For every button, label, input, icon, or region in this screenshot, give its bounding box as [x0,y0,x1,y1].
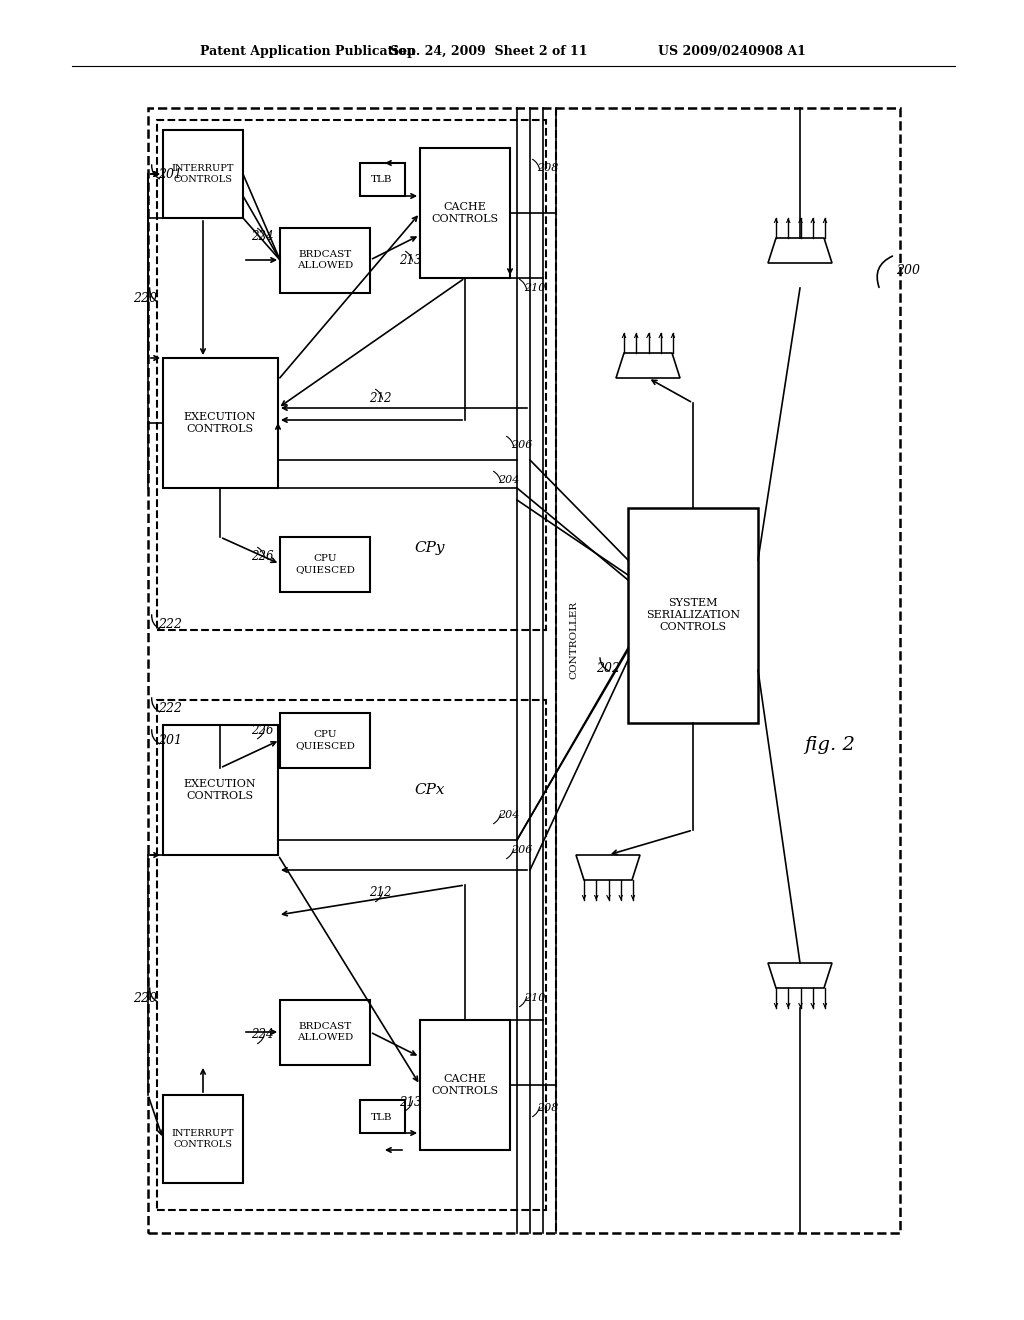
Text: Sep. 24, 2009  Sheet 2 of 11: Sep. 24, 2009 Sheet 2 of 11 [390,45,588,58]
Text: 201: 201 [158,169,182,181]
Text: INTERRUPT
CONTROLS: INTERRUPT CONTROLS [172,164,234,183]
Bar [628,508,758,723]
Bar [157,700,546,1210]
Text: 224: 224 [251,231,273,243]
Text: CACHE
CONTROLS: CACHE CONTROLS [431,202,499,224]
Text: SYSTEM
SERIALIZATION
CONTROLS: SYSTEM SERIALIZATION CONTROLS [646,598,740,631]
Bar [163,358,278,488]
Polygon shape [575,855,640,880]
Text: BRDCAST
ALLOWED: BRDCAST ALLOWED [297,251,353,269]
Text: 220: 220 [133,991,157,1005]
Text: 222: 222 [158,701,182,714]
Bar [360,1100,406,1133]
Text: 206: 206 [511,845,532,855]
Text: Patent Application Publication: Patent Application Publication [200,45,416,58]
Polygon shape [768,964,831,987]
Text: EXECUTION
CONTROLS: EXECUTION CONTROLS [183,412,256,434]
Text: CPy: CPy [415,541,445,554]
Text: 222: 222 [158,619,182,631]
Text: 220: 220 [133,292,157,305]
Text: CONTROLLER: CONTROLLER [569,601,579,678]
Text: EXECUTION
CONTROLS: EXECUTION CONTROLS [183,779,256,801]
Bar [163,129,243,218]
Text: 224: 224 [251,1028,273,1041]
Text: CACHE
CONTROLS: CACHE CONTROLS [431,1074,499,1096]
Text: 210: 210 [524,282,546,293]
Text: CPU
QUIESCED: CPU QUIESCED [295,730,355,750]
Bar [280,713,370,768]
Text: 200: 200 [896,264,920,276]
Text: 212: 212 [369,392,391,404]
Bar [148,108,900,1233]
Text: 226: 226 [251,549,273,562]
Polygon shape [616,352,680,378]
Text: 202: 202 [596,661,620,675]
Text: 201: 201 [158,734,182,747]
Text: 204: 204 [498,475,519,484]
Text: 204: 204 [498,810,519,820]
Bar [163,1096,243,1183]
Text: CPU
QUIESCED: CPU QUIESCED [295,554,355,574]
Text: 226: 226 [251,723,273,737]
Text: 208: 208 [537,1104,558,1113]
Text: US 2009/0240908 A1: US 2009/0240908 A1 [658,45,806,58]
Text: 213: 213 [398,1096,421,1109]
Bar [280,537,370,591]
Bar [157,120,546,630]
Bar [420,148,510,279]
Text: 206: 206 [511,440,532,450]
Text: fig. 2: fig. 2 [805,737,855,754]
Bar [360,162,406,195]
Bar [420,1020,510,1150]
Text: 213: 213 [398,253,421,267]
Text: 210: 210 [524,993,546,1003]
Text: INTERRUPT
CONTROLS: INTERRUPT CONTROLS [172,1130,234,1148]
Bar [280,228,370,293]
Bar [163,725,278,855]
Text: TLB: TLB [372,176,393,185]
Text: BRDCAST
ALLOWED: BRDCAST ALLOWED [297,1022,353,1041]
Text: 212: 212 [369,887,391,899]
Text: 208: 208 [537,162,558,173]
Polygon shape [768,238,831,263]
Bar [280,1001,370,1065]
Text: TLB: TLB [372,1113,393,1122]
Text: CPx: CPx [415,783,445,797]
